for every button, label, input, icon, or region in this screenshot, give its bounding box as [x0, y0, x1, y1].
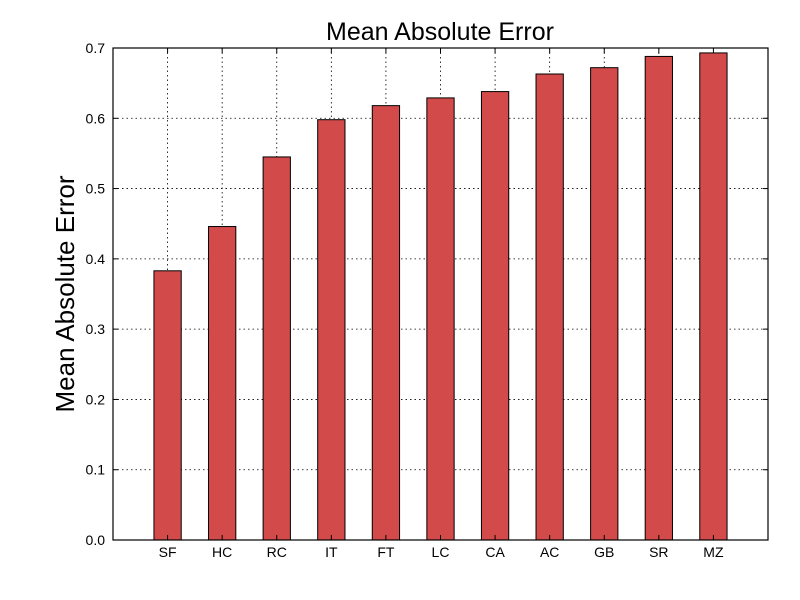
y-tick-label: 0.7 [86, 40, 106, 56]
bar-lc [426, 97, 455, 541]
x-tick-label: GB [594, 544, 614, 560]
y-tick-label: 0.0 [86, 532, 106, 548]
bars [153, 52, 728, 541]
tick-labels: 0.0 0.1 0.2 0.3 0.4 0.5 0.6 0.7 SF HC RC IT FT LC CA AC… [86, 40, 724, 560]
y-axis-label: Mean Absolute Error [50, 175, 80, 412]
bar-sr [644, 55, 673, 541]
y-tick-label: 0.2 [86, 391, 106, 407]
x-tick-label: AC [540, 544, 559, 560]
y-tick-label: 0.3 [86, 321, 106, 337]
y-tick-label: 0.5 [86, 181, 106, 197]
x-tick-label: FT [377, 544, 395, 560]
x-tick-label: RC [267, 544, 287, 560]
x-tick-label: HC [212, 544, 232, 560]
x-tick-label: LC [432, 544, 450, 560]
y-tick-label: 0.4 [86, 251, 106, 267]
bar-ft [371, 105, 401, 541]
bar-ca [480, 91, 510, 541]
bar-mz [699, 52, 728, 541]
y-tick-label: 0.1 [86, 462, 106, 478]
y-tick-label: 0.6 [86, 110, 106, 126]
x-tick-label: SF [159, 544, 177, 560]
bar-rc [262, 156, 291, 541]
bar-ac [535, 73, 564, 541]
x-tick-label: IT [325, 544, 338, 560]
x-tick-label: SR [649, 544, 668, 560]
chart-title: Mean Absolute Error [326, 18, 554, 46]
bar-hc [208, 226, 237, 541]
bar-it [317, 119, 346, 541]
x-tick-label: CA [485, 544, 505, 560]
ticks [113, 47, 768, 541]
bar-sf [153, 270, 182, 541]
bar-gb [590, 67, 619, 541]
x-tick-label: MZ [703, 544, 724, 560]
